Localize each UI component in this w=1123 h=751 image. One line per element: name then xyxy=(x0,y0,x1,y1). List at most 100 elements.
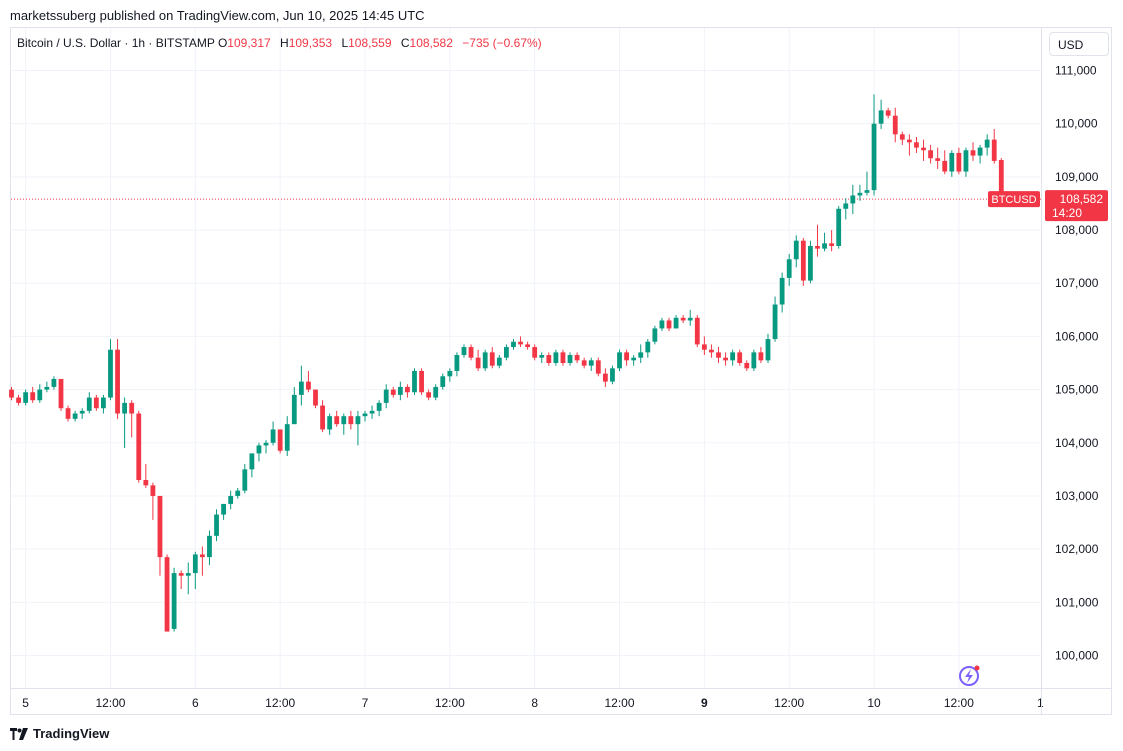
candle-body xyxy=(192,554,198,574)
candle-body xyxy=(892,115,898,135)
chart-frame[interactable] xyxy=(10,27,1112,715)
candle-body xyxy=(376,402,382,411)
candle-body xyxy=(546,355,552,363)
x-tick-label: 12:00 xyxy=(944,696,974,710)
x-tick-label: 9 xyxy=(701,696,708,710)
lightning-icon[interactable] xyxy=(959,665,980,686)
publisher-line: marketssuberg published on TradingView.c… xyxy=(10,8,425,23)
open-value: 109,317 xyxy=(227,36,271,50)
candle-body xyxy=(942,160,948,172)
candle-body xyxy=(666,320,672,329)
candle-body xyxy=(786,259,792,278)
candle-body xyxy=(185,573,191,576)
candle-body xyxy=(270,429,276,443)
candle-body xyxy=(489,352,495,366)
candle-body xyxy=(228,495,234,504)
candle-body xyxy=(86,397,92,411)
candle-body xyxy=(716,352,721,358)
x-tick-label: 8 xyxy=(531,696,538,710)
candle-body xyxy=(701,344,707,350)
footer-logo[interactable]: TradingView xyxy=(10,726,109,741)
candle-body xyxy=(652,328,658,342)
y-tick-label: 105,000 xyxy=(1055,383,1099,397)
change-value: −735 (−0.67%) xyxy=(462,36,542,50)
candle-body xyxy=(709,349,714,353)
candle-body xyxy=(836,208,842,246)
x-tick-label: 12:00 xyxy=(435,696,465,710)
candle-body xyxy=(815,246,820,249)
x-tick-label: 5 xyxy=(22,696,29,710)
candle-body xyxy=(306,381,311,390)
candle-body xyxy=(143,480,149,486)
candle-body xyxy=(984,139,990,148)
symbol-tag-bg xyxy=(988,191,1040,208)
candle-body xyxy=(58,378,64,409)
candle-body xyxy=(108,349,113,398)
candle-body xyxy=(383,389,389,403)
x-tick-label: 7 xyxy=(362,696,369,710)
high-value: 109,353 xyxy=(288,36,333,50)
candle-body xyxy=(645,341,651,353)
candle-body xyxy=(977,147,983,156)
candle-body xyxy=(730,352,736,361)
candle-body xyxy=(447,370,453,377)
candle-body xyxy=(631,357,637,361)
candle-body xyxy=(878,110,884,124)
candle-body xyxy=(857,192,863,196)
candle-body xyxy=(164,557,170,632)
candle-body xyxy=(178,573,184,576)
candle-body xyxy=(673,317,679,329)
candle-body xyxy=(320,405,325,430)
candle-body xyxy=(504,347,509,358)
candle-body xyxy=(694,317,700,345)
y-tick-label: 101,000 xyxy=(1055,595,1099,609)
y-tick-label: 102,000 xyxy=(1055,542,1099,556)
candle-body xyxy=(949,152,955,172)
candle-body xyxy=(779,277,785,305)
ohlc-legend: Bitcoin / U.S. Dollar · 1h · BITSTAMP O1… xyxy=(17,36,548,50)
candle-body xyxy=(129,402,135,414)
y-tick-label: 106,000 xyxy=(1055,329,1099,343)
low-label: L xyxy=(341,36,349,50)
candle-body xyxy=(242,469,248,491)
candle-body xyxy=(93,397,99,409)
candle-body xyxy=(956,152,962,172)
candle-body xyxy=(72,413,78,419)
candle-body xyxy=(44,386,50,390)
candle-body xyxy=(327,416,333,430)
candle-body xyxy=(207,535,212,558)
x-tick-label: 10 xyxy=(867,696,881,710)
candle-body xyxy=(115,349,120,414)
candle-body xyxy=(235,490,241,496)
candle-body xyxy=(390,389,396,395)
y-tick-label: 108,000 xyxy=(1055,223,1099,237)
currency-button[interactable]: USD xyxy=(1049,32,1109,56)
tradingview-logo-icon xyxy=(10,727,28,740)
candle-body xyxy=(298,381,304,395)
symbol-label[interactable]: Bitcoin / U.S. Dollar · 1h · BITSTAMP xyxy=(17,36,215,50)
candle-body xyxy=(9,389,14,398)
candle-body xyxy=(171,573,177,629)
candle-body xyxy=(51,378,57,387)
close-value: 108,582 xyxy=(409,36,453,50)
candle-body xyxy=(532,347,538,358)
candle-body xyxy=(906,139,912,143)
candle-body xyxy=(899,134,905,140)
candle-body xyxy=(412,370,417,393)
candle-body xyxy=(553,352,559,363)
candle-body xyxy=(136,413,142,480)
candle-body xyxy=(560,352,566,363)
candle-body xyxy=(433,386,439,398)
candle-body xyxy=(843,203,849,209)
y-tick-label: 103,000 xyxy=(1055,489,1099,503)
candle-body xyxy=(30,392,36,401)
high-label: H xyxy=(280,36,289,50)
price-tag-bg xyxy=(1045,190,1108,222)
candle-body xyxy=(602,373,608,382)
footer-brand: TradingView xyxy=(33,726,110,741)
candle-body xyxy=(341,416,347,425)
candle-body xyxy=(610,368,615,382)
candle-body xyxy=(928,150,933,159)
candle-body xyxy=(334,416,340,425)
